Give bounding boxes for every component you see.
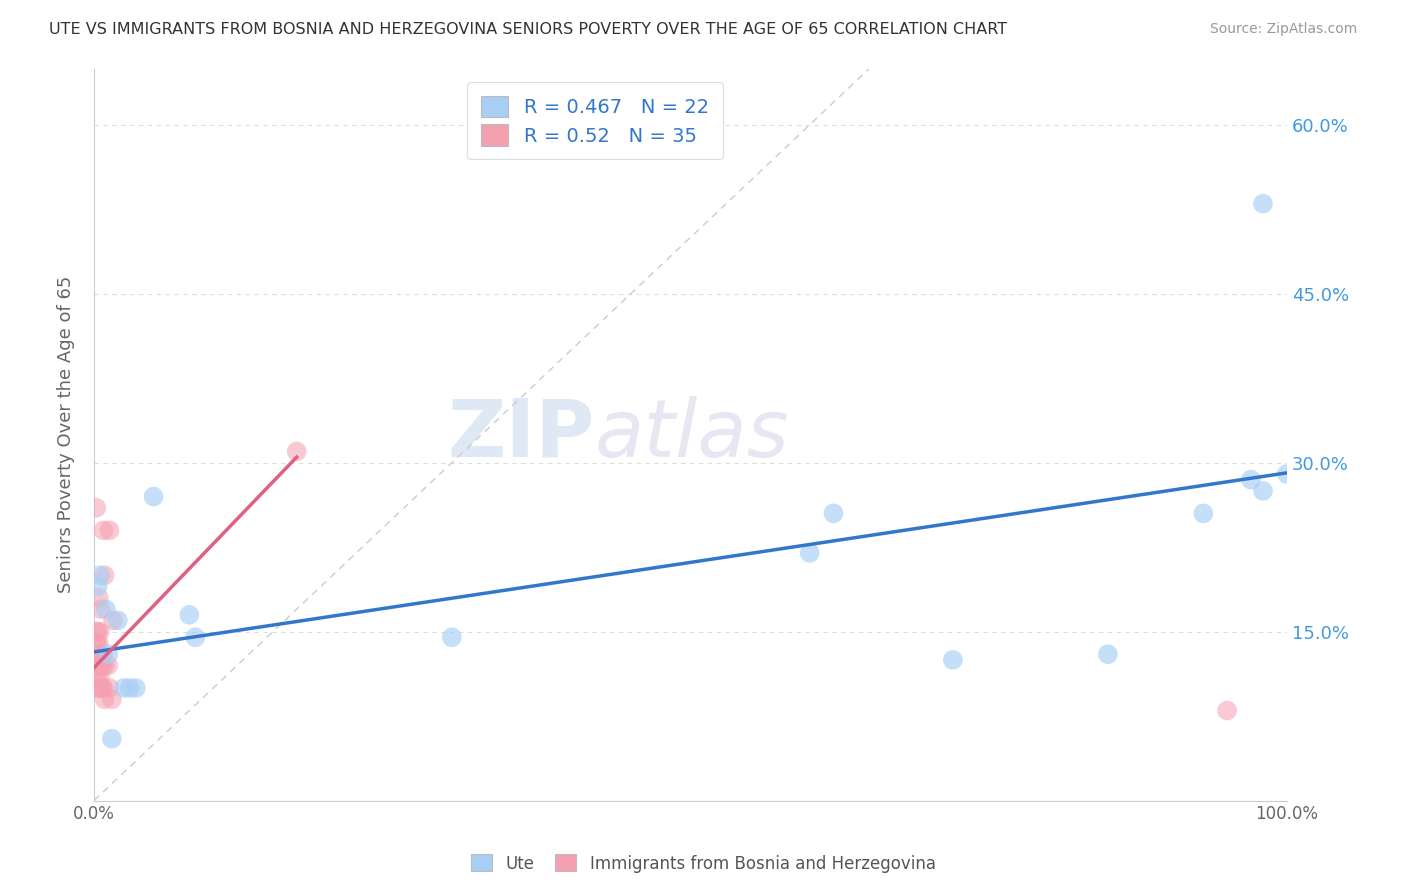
Point	[184, 630, 207, 644]
Point	[84, 670, 107, 684]
Point	[98, 681, 121, 695]
Point	[86, 624, 108, 639]
Point	[1216, 704, 1239, 718]
Point	[125, 681, 148, 695]
Point	[97, 658, 120, 673]
Point	[87, 636, 110, 650]
Point	[118, 681, 141, 695]
Point	[86, 681, 108, 695]
Point	[1275, 467, 1298, 481]
Text: UTE VS IMMIGRANTS FROM BOSNIA AND HERZEGOVINA SENIORS POVERTY OVER THE AGE OF 65: UTE VS IMMIGRANTS FROM BOSNIA AND HERZEG…	[49, 22, 1007, 37]
Point	[1192, 507, 1215, 521]
Point	[799, 546, 821, 560]
Legend: R = 0.467   N = 22, R = 0.52   N = 35: R = 0.467 N = 22, R = 0.52 N = 35	[467, 82, 723, 160]
Point	[86, 500, 108, 515]
Legend: Ute, Immigrants from Bosnia and Herzegovina: Ute, Immigrants from Bosnia and Herzegov…	[464, 847, 942, 880]
Point	[91, 681, 114, 695]
Point	[87, 658, 110, 673]
Point	[90, 658, 112, 673]
Point	[93, 568, 115, 582]
Point	[97, 647, 120, 661]
Point	[101, 692, 124, 706]
Point	[86, 636, 108, 650]
Point	[86, 580, 108, 594]
Point	[89, 624, 111, 639]
Point	[87, 591, 110, 605]
Point	[86, 670, 108, 684]
Point	[285, 444, 308, 458]
Point	[107, 614, 129, 628]
Point	[1097, 647, 1119, 661]
Point	[101, 614, 124, 628]
Text: Source: ZipAtlas.com: Source: ZipAtlas.com	[1209, 22, 1357, 37]
Point	[1251, 196, 1274, 211]
Point	[89, 647, 111, 661]
Text: atlas: atlas	[595, 395, 790, 474]
Point	[84, 658, 107, 673]
Point	[90, 602, 112, 616]
Point	[112, 681, 135, 695]
Point	[142, 490, 165, 504]
Text: ZIP: ZIP	[447, 395, 595, 474]
Point	[89, 670, 111, 684]
Point	[942, 653, 965, 667]
Y-axis label: Seniors Poverty Over the Age of 65: Seniors Poverty Over the Age of 65	[58, 276, 75, 593]
Point	[89, 681, 111, 695]
Point	[1251, 483, 1274, 498]
Point	[86, 636, 108, 650]
Point	[89, 568, 111, 582]
Point	[86, 624, 108, 639]
Point	[98, 524, 121, 538]
Point	[91, 658, 114, 673]
Point	[93, 647, 115, 661]
Point	[84, 647, 107, 661]
Point	[93, 692, 115, 706]
Point	[93, 681, 115, 695]
Point	[440, 630, 463, 644]
Point	[93, 524, 115, 538]
Point	[86, 647, 108, 661]
Point	[179, 607, 201, 622]
Point	[823, 507, 845, 521]
Point	[1240, 473, 1263, 487]
Point	[101, 731, 124, 746]
Point	[94, 602, 117, 616]
Point	[93, 658, 115, 673]
